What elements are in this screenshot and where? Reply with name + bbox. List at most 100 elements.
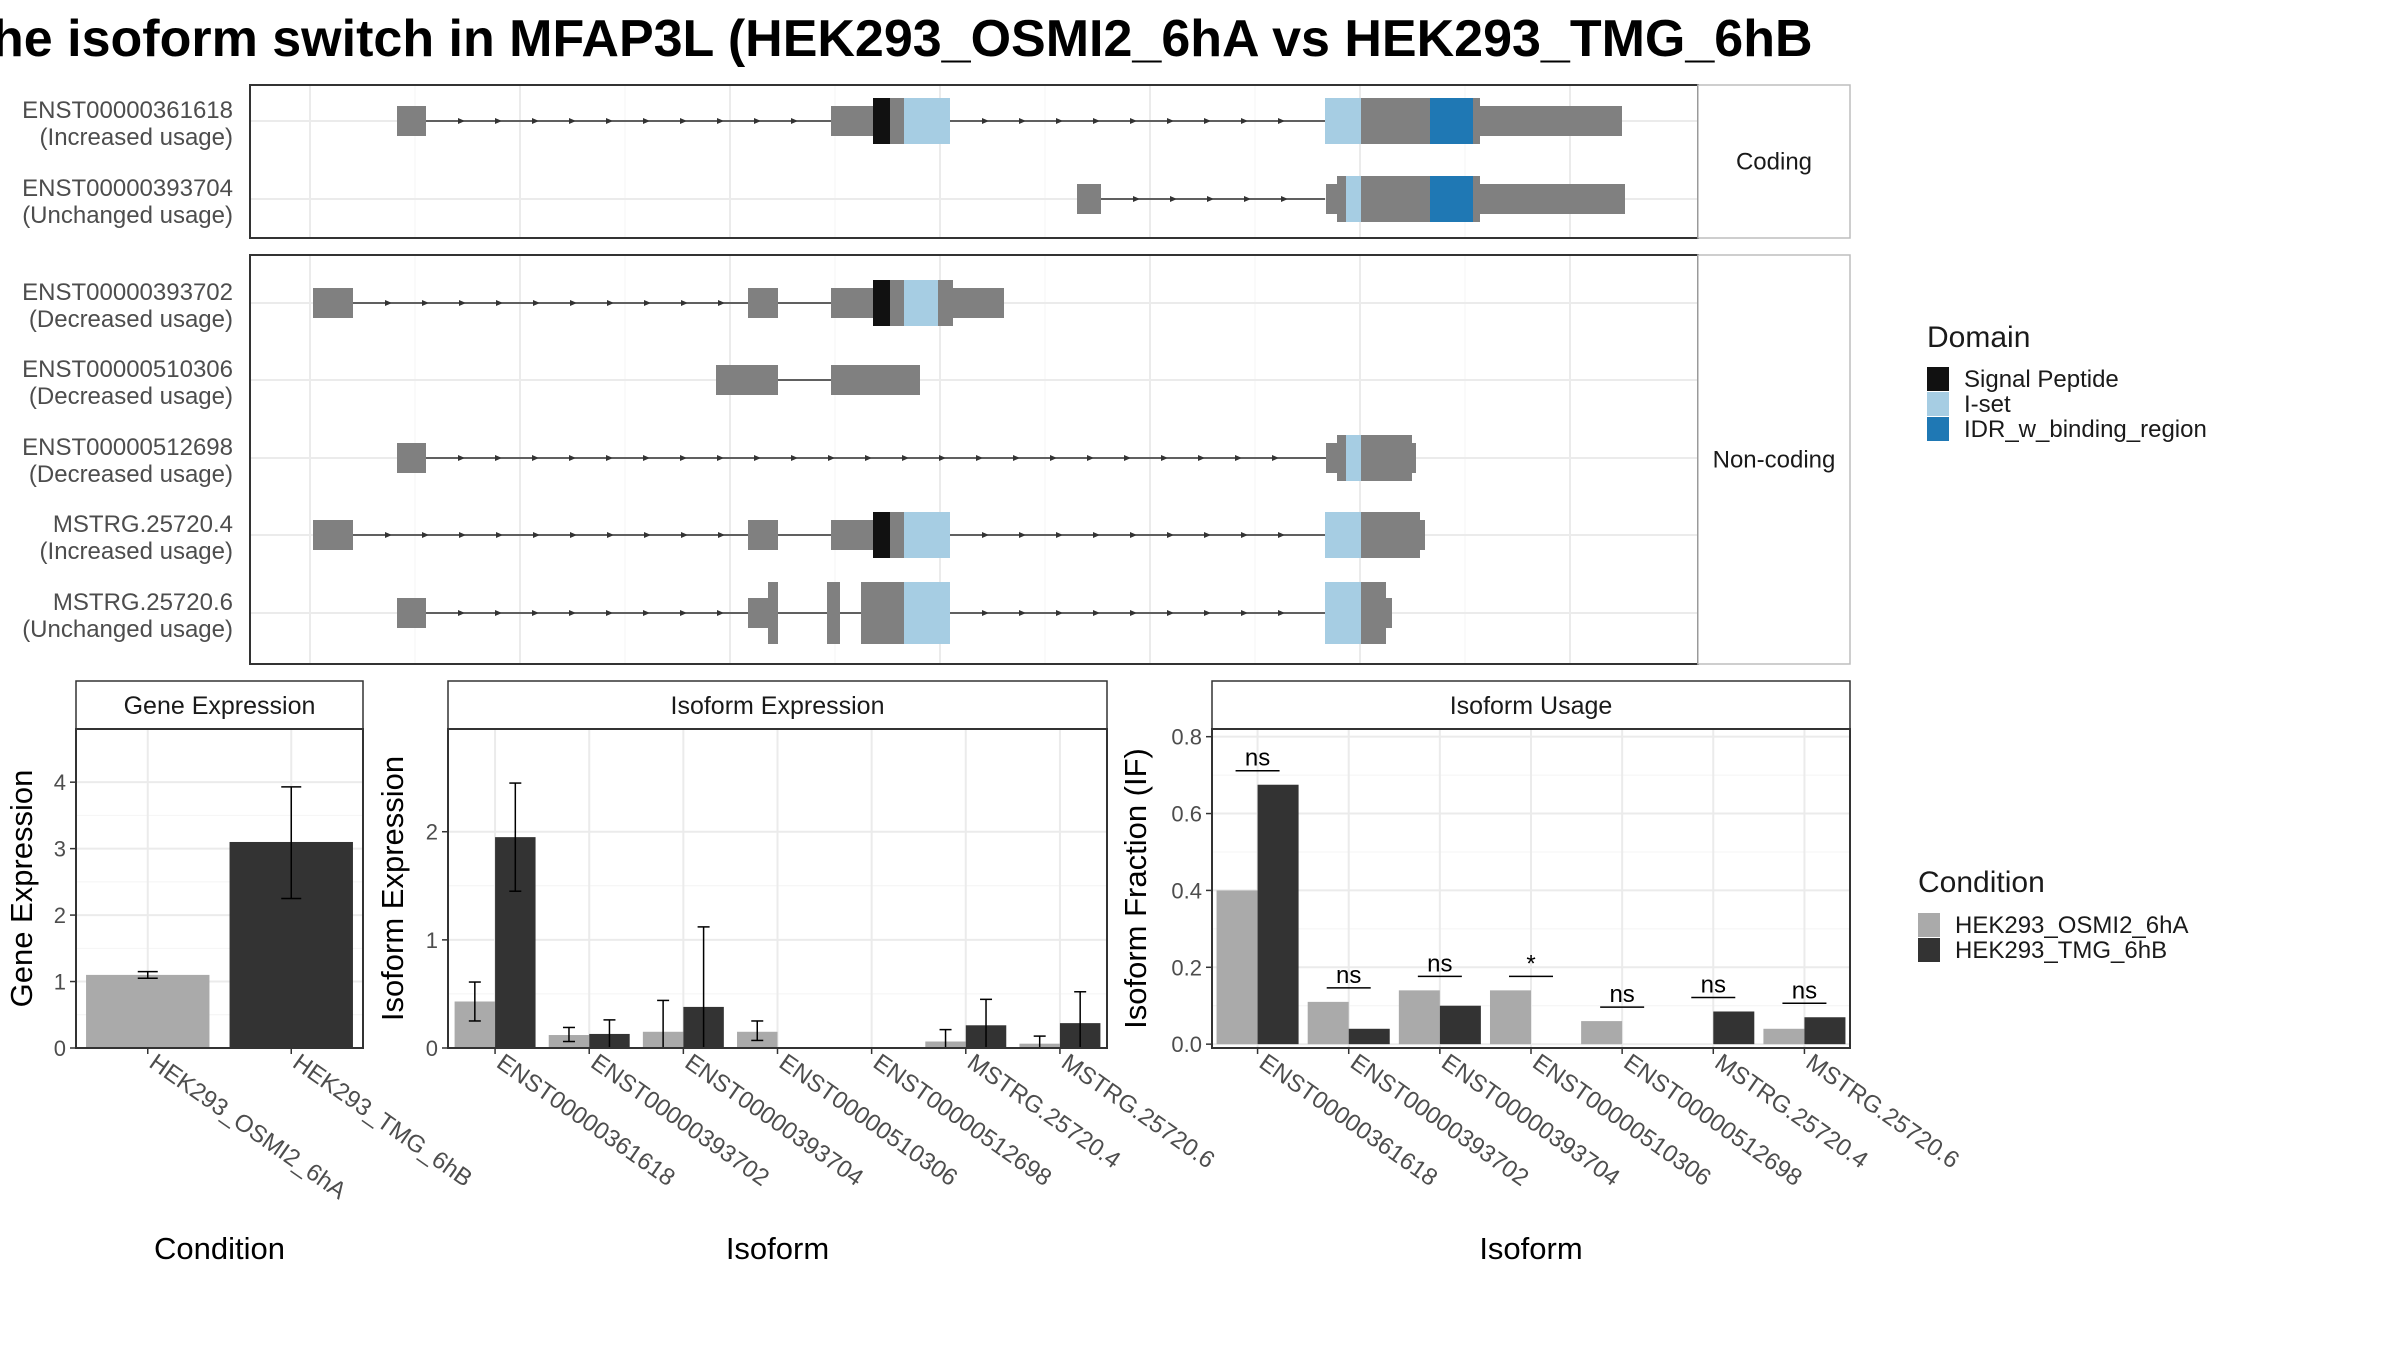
isoform-expression-panel: Isoform Expression012ENST00000361618ENST… (375, 680, 1219, 1266)
intron-direction-arrow (680, 118, 687, 124)
significance-label: * (1526, 950, 1535, 977)
intron-direction-arrow (1019, 610, 1026, 616)
intron-direction-arrow (1235, 455, 1242, 461)
exon (1473, 98, 1480, 144)
y-axis-title: Isoform Fraction (IF) (1118, 748, 1153, 1029)
exon (831, 365, 920, 395)
domain-legend-label: I-set (1964, 391, 2011, 418)
intron-direction-arrow (385, 532, 392, 538)
transcript-usage-label: (Increased usage) (40, 124, 233, 151)
facet-strip-label: Non-coding (1713, 447, 1836, 474)
intron-direction-arrow (569, 455, 576, 461)
intron-direction-arrow (1133, 196, 1140, 202)
exon (827, 582, 840, 644)
condition-legend-swatch (1918, 913, 1940, 937)
x-tick-label: MSTRG.25720.6 (1056, 1049, 1219, 1174)
domain-legend-title: Domain (1927, 321, 2030, 354)
bar (1581, 1021, 1623, 1045)
intron-direction-arrow (1167, 118, 1174, 124)
exon (748, 288, 778, 318)
exon (716, 365, 778, 395)
exon (768, 582, 778, 644)
x-tick-label: MSTRG.25720.4 (1710, 1049, 1873, 1174)
intron-direction-arrow (717, 118, 724, 124)
bar (1804, 1017, 1846, 1045)
transcript-id-label: MSTRG.25720.4 (53, 511, 233, 538)
bar (1489, 990, 1531, 1045)
transcript-usage-label: (Unchanged usage) (22, 202, 233, 229)
transcript-usage-label: (Increased usage) (40, 538, 233, 565)
intron-direction-arrow (828, 455, 835, 461)
intron-direction-arrow (982, 610, 989, 616)
intron-direction-arrow (1087, 455, 1094, 461)
intron-direction-arrow (1241, 532, 1248, 538)
panel-strip-title: Isoform Expression (671, 692, 885, 720)
bar (1257, 784, 1299, 1045)
intron-direction-arrow (718, 300, 725, 306)
exon (313, 520, 353, 550)
intron-direction-arrow (1241, 118, 1248, 124)
exon (1337, 176, 1346, 222)
exon (1420, 520, 1425, 550)
significance-label: ns (1245, 745, 1270, 772)
y-tick-label: 2 (54, 903, 66, 928)
exon (1473, 176, 1480, 222)
significance-label: ns (1427, 950, 1452, 977)
significance-label: ns (1336, 962, 1361, 989)
bar (86, 974, 210, 1048)
intron-direction-arrow (644, 532, 651, 538)
bar (1763, 1028, 1805, 1045)
intron-direction-arrow (865, 455, 872, 461)
transcript-id-label: ENST00000393704 (22, 175, 233, 202)
panel-border (75, 728, 364, 1049)
intron-direction-arrow (939, 455, 946, 461)
exon (1412, 443, 1416, 473)
intron-direction-arrow (1056, 610, 1063, 616)
iset-domain (1325, 582, 1361, 644)
intron-direction-arrow (1278, 610, 1285, 616)
y-tick-label: 0 (426, 1036, 438, 1061)
transcript-usage-label: (Decreased usage) (29, 306, 233, 333)
exon (1361, 582, 1386, 644)
intron-direction-arrow (1130, 532, 1137, 538)
intron-direction-arrow (532, 118, 539, 124)
intron-direction-arrow (717, 610, 724, 616)
intron-direction-arrow (1278, 532, 1285, 538)
intron-direction-arrow (718, 532, 725, 538)
transcript-usage-label: (Decreased usage) (29, 383, 233, 410)
intron-direction-arrow (1281, 196, 1288, 202)
signal-peptide-domain (873, 280, 890, 326)
intron-direction-arrow (1167, 532, 1174, 538)
intron-direction-arrow (643, 455, 650, 461)
iset-domain (1346, 435, 1361, 481)
transcript-id-label: ENST00000393702 (22, 279, 233, 306)
intron-direction-arrow (495, 610, 502, 616)
x-axis-title: Condition (154, 1231, 285, 1266)
x-tick-label: MSTRG.25720.6 (1801, 1049, 1964, 1174)
isoform-usage-panel: Isoform Usage 0.0 0.2 0.4 0.6 0.8 ns ns ns * ns ns n… (1118, 680, 1964, 1266)
intron-direction-arrow (606, 455, 613, 461)
y-tick-label: 0.8 (1171, 725, 1202, 750)
x-axis-title: Isoform (726, 1231, 829, 1266)
intron-direction-arrow (570, 300, 577, 306)
intron-direction-arrow (1161, 455, 1168, 461)
exon (831, 520, 873, 550)
significance-label: ns (1609, 981, 1634, 1008)
iset-domain (1325, 512, 1361, 558)
transcript-id-label: MSTRG.25720.6 (53, 589, 233, 616)
y-tick-label: 0.6 (1171, 802, 1202, 827)
exon (313, 288, 353, 318)
condition-legend-swatch (1918, 938, 1940, 962)
idr-domain (1430, 98, 1473, 144)
iset-domain (1346, 176, 1361, 222)
idr-domain (1430, 176, 1473, 222)
significance-label: ns (1792, 977, 1817, 1004)
y-tick-label: 1 (426, 928, 438, 953)
exon (1361, 98, 1430, 144)
intron-direction-arrow (606, 610, 613, 616)
exon (397, 106, 426, 136)
intron-direction-arrow (681, 300, 688, 306)
intron-direction-arrow (606, 118, 613, 124)
